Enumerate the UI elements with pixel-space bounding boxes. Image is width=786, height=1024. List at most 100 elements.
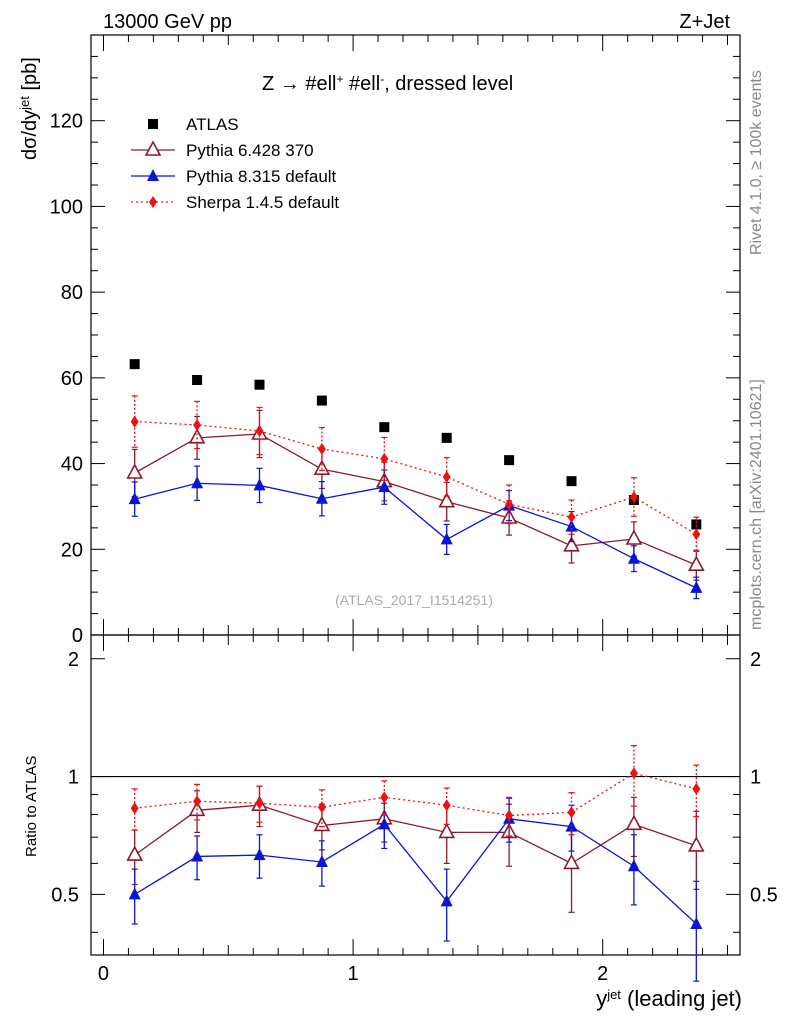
main-pythia-8-315-default-point — [128, 492, 141, 505]
ratio-pythia-8-315-default-point — [690, 917, 703, 930]
ratio-pythia-6-428-370-point — [563, 853, 580, 870]
header-energy-label: 13000 GeV pp — [103, 11, 232, 33]
ratio-plot-frame — [90, 634, 741, 956]
main-atlas-point — [379, 422, 390, 433]
main-y-axis-label: dσ/dyjet [pb] — [17, 57, 42, 160]
ratio-sherpa-1-4-5-default-point — [380, 791, 389, 804]
mcplots-label: mcplots.cern.ch [arXiv:2401.10621] — [748, 379, 765, 630]
ratio-sherpa-1-4-5-default-point — [692, 782, 701, 795]
ratio-sherpa-1-4-5-default-line — [134, 772, 697, 817]
ratio-sherpa-1-4-5-default-point — [629, 767, 638, 780]
ratio-pythia-8-315-default-point — [378, 817, 391, 830]
main-pythia-6-428-370-point — [687, 555, 705, 571]
main-atlas-point — [691, 519, 702, 530]
ratio-pythia-8-315-default-point — [128, 887, 141, 900]
header-process-label: Z+Jet — [679, 11, 730, 33]
main-sherpa-1-4-5-default-point — [567, 511, 576, 524]
main-sherpa-1-4-5-default-point — [692, 528, 701, 541]
main-atlas-point — [441, 432, 452, 443]
ratio-y-tick-label-left: 2 — [68, 649, 79, 671]
legend-label-atlas: ATLAS — [186, 115, 239, 134]
x-tick-label: 0 — [98, 963, 109, 985]
ratio-y-tick-label-right: 1 — [750, 767, 761, 789]
ylabel-sup: jet — [17, 96, 32, 111]
ratio-sherpa-1-4-5-default-point — [255, 797, 264, 810]
ratio-pythia-8-315-default-point — [253, 848, 266, 861]
legend-marker-pythia-6-428-370 — [144, 140, 162, 156]
legend-label-sherpa-1-4-5-default: Sherpa 1.4.5 default — [186, 193, 339, 212]
ylabel-base: dσ/dy — [19, 110, 41, 160]
main-pythia-6-428-370-point — [438, 492, 456, 508]
main-atlas-point — [254, 379, 265, 390]
ratio-pythia-8-315-default-line — [134, 818, 697, 925]
ylabel-unit: [pb] — [19, 57, 41, 96]
mark-layer — [126, 359, 705, 982]
ratio-sherpa-1-4-5-default-point — [317, 801, 326, 814]
axis-layer: 0 20 40 60 80 100 120 0 1 2 0.5 0.5 1 1 2 2 — [50, 34, 778, 985]
x-axis-label: yjet (leading jet) — [596, 986, 742, 1011]
main-sherpa-1-4-5-default-point — [505, 498, 514, 511]
main-sherpa-1-4-5-default-point — [317, 443, 326, 455]
title-part3: , dressed level — [384, 73, 513, 95]
main-pythia-8-315-default-point — [191, 476, 204, 489]
title-part1: Z → #ell — [262, 73, 336, 95]
title-part2: #ell — [343, 73, 380, 95]
main-y-tick-label: 120 — [50, 111, 83, 133]
ratio-y-axis-label: Ratio to ATLAS — [23, 756, 40, 857]
rivet-version-label: Rivet 4.1.0, ≥ 100k events — [748, 70, 765, 255]
ratio-sherpa-1-4-5-default-point — [130, 802, 139, 815]
ratio-y-tick-label-right: 0.5 — [750, 884, 778, 906]
main-sherpa-1-4-5-default-line — [134, 420, 697, 535]
main-pythia-8-315-default-point — [253, 478, 266, 491]
main-y-tick-label: 60 — [61, 368, 83, 390]
main-atlas-point — [316, 395, 327, 406]
legend-marker-atlas — [148, 119, 158, 129]
ratio-y-tick-label-right: 2 — [750, 649, 761, 671]
xlabel-rest: (leading jet) — [621, 986, 742, 1011]
main-pythia-8-315-default-point — [690, 580, 703, 593]
legend-marker-pythia-8-315-default — [147, 169, 159, 181]
legend-label-pythia-6-428-370: Pythia 6.428 370 — [186, 141, 314, 160]
main-pythia-8-315-default-point — [378, 480, 391, 493]
x-tick-label: 2 — [597, 963, 608, 985]
main-y-tick-label: 0 — [72, 625, 83, 647]
ratio-y-tick-label-left: 1 — [68, 767, 79, 789]
ratio-sherpa-1-4-5-default-point — [442, 799, 451, 812]
main-y-tick-label: 80 — [61, 282, 83, 304]
main-sherpa-1-4-5-default-point — [629, 491, 638, 503]
title-sup1: + — [336, 72, 343, 86]
main-sherpa-1-4-5-default-point — [380, 452, 389, 465]
ratio-pythia-6-428-370-point — [687, 836, 705, 852]
ratio-y-tick-label-left: 0.5 — [51, 884, 79, 906]
ratio-sherpa-1-4-5-default-point — [193, 795, 202, 808]
xlabel-base: y — [596, 986, 607, 1011]
main-pythia-8-315-default-point — [315, 491, 328, 504]
ratio-sherpa-1-4-5-default-point — [567, 806, 576, 819]
main-pythia-8-315-default-point — [440, 532, 453, 545]
ratio-pythia-8-315-default-point — [191, 849, 204, 862]
main-sherpa-1-4-5-default-point — [130, 415, 139, 428]
ratio-pythia-8-315-default-point — [440, 894, 453, 907]
ratio-pythia-6-428-370-point — [625, 814, 643, 831]
main-pythia-6-428-370-line — [134, 433, 697, 566]
main-y-tick-label: 100 — [50, 196, 83, 218]
main-atlas-point — [504, 455, 515, 466]
ratio-pythia-6-428-370-point — [438, 822, 456, 839]
legend: ATLAS Pythia 6.428 370 Pythia 8.315 defaul… — [131, 115, 339, 212]
ratio-pythia-8-315-default-point — [315, 854, 328, 867]
ratio-pythia-8-315-default-point — [627, 859, 640, 872]
xlabel-sup: jet — [606, 987, 621, 1002]
main-pythia-6-428-370-point — [188, 428, 206, 444]
main-y-tick-label: 40 — [61, 454, 83, 476]
main-sherpa-1-4-5-default-point — [442, 470, 451, 483]
main-sherpa-1-4-5-default-point — [255, 425, 264, 437]
main-sherpa-1-4-5-default-point — [193, 419, 202, 431]
main-atlas-point — [192, 375, 203, 385]
main-pythia-8-315-default-point — [627, 551, 640, 564]
main-pythia-6-428-370-point — [563, 536, 580, 552]
main-y-tick-label: 20 — [61, 539, 83, 561]
ratio-sherpa-1-4-5-default-point — [505, 809, 514, 822]
plot-title: Z → #ell+ #ell-, dressed level — [262, 72, 513, 95]
main-pythia-6-428-370-point — [625, 529, 643, 545]
